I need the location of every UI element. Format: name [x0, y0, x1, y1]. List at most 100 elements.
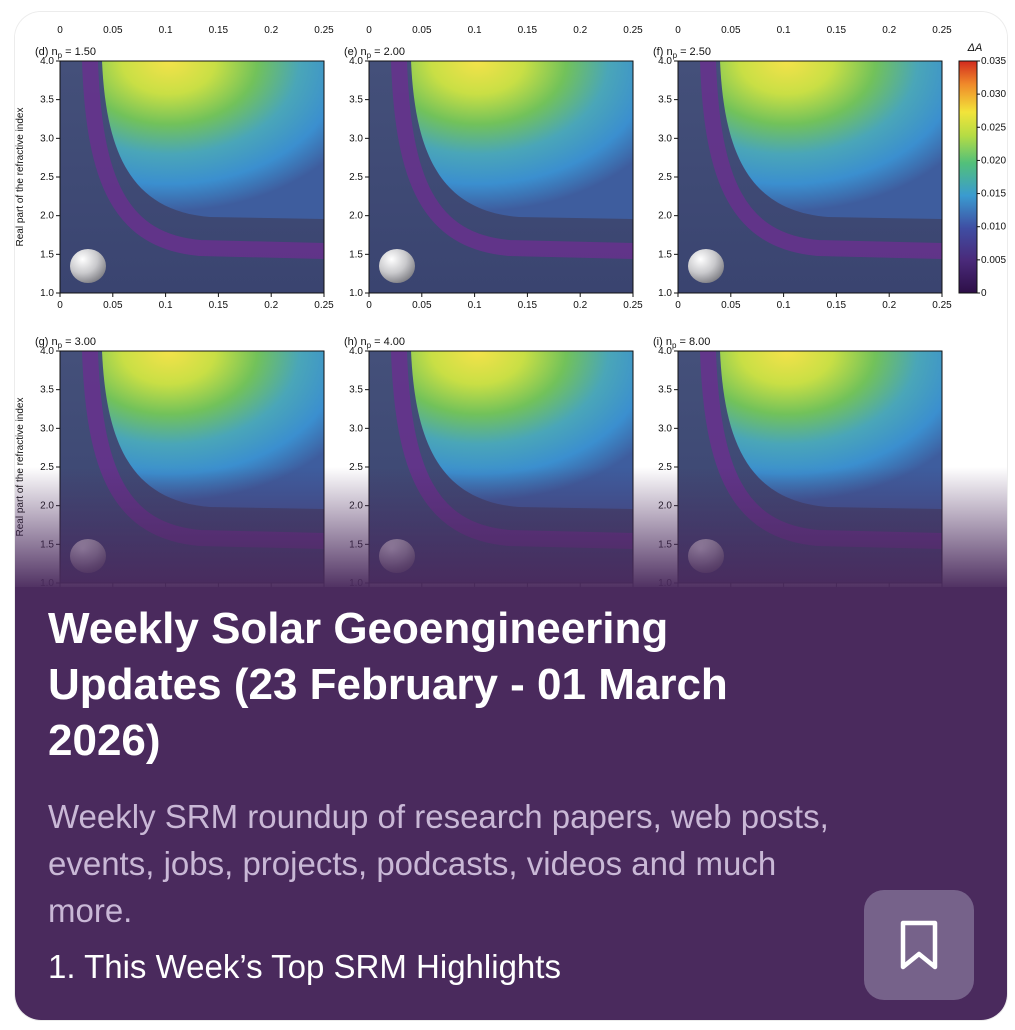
article-info-panel: Weekly Solar Geoengineering Updates (23 …: [15, 587, 1007, 1020]
particle-shape-icon: [70, 249, 106, 283]
x-tick-label-top: 0: [366, 25, 372, 36]
y-tick-label: 3.5: [40, 95, 54, 106]
y-tick-label: 3.5: [658, 95, 672, 106]
y-tick-label: 2.5: [40, 172, 54, 183]
y-axis-label: Real part of the refractive index: [15, 108, 26, 247]
x-tick-label-top: 0.25: [314, 25, 334, 36]
x-tick-label-top: 0.2: [882, 25, 896, 36]
colorbar: ΔA 0.035 0.030 0.025 0.020 0.015 0.010 0.005 0: [958, 42, 1006, 299]
panel-label: (e) np = 2.00: [344, 46, 405, 60]
x-tick-label-top: 0.1: [468, 25, 482, 36]
low-absorption-band: [82, 60, 325, 259]
y-tick-label: 3.5: [40, 385, 54, 396]
y-tick-label: 1.0: [349, 288, 363, 299]
x-tick-label: 0.15: [209, 300, 229, 311]
x-tick-label: 0.05: [103, 300, 123, 311]
low-absorption-band: [700, 60, 943, 259]
x-tick-label-top: 0.25: [623, 25, 643, 36]
colorbar-tick-label: 0.005: [981, 255, 1006, 266]
x-tick-label: 0.2: [882, 300, 896, 311]
y-tick-label: 3.0: [658, 423, 672, 434]
x-tick-label-top: 0.15: [518, 25, 538, 36]
y-tick-label: 2.0: [658, 211, 672, 222]
bookmark-icon: [900, 920, 938, 970]
image-fade-overlay: [15, 467, 1007, 592]
y-tick-label: 1.5: [658, 249, 672, 260]
panel-label: (g) np = 3.00: [35, 336, 96, 350]
colorbar-tick-label: 0.020: [981, 155, 1006, 166]
low-absorption-band: [391, 60, 634, 259]
article-card[interactable]: (d) np = 1.50 0 0 0.05 0.05 0.1 0.1 0.15 0.15 0.2…: [15, 12, 1007, 1020]
x-tick-label: 0.05: [721, 300, 741, 311]
x-tick-label: 0.05: [412, 300, 432, 311]
x-tick-label-top: 0.25: [932, 25, 952, 36]
x-tick-label: 0.2: [573, 300, 587, 311]
y-tick-label: 3.0: [40, 423, 54, 434]
y-tick-label: 3.0: [349, 423, 363, 434]
colorbar-scale: [958, 60, 978, 294]
heatmap-panel: (d) np = 1.50 0 0 0.05 0.05 0.1 0.1 0.15 0.15 0.2…: [15, 25, 334, 311]
panel-label: (h) np = 4.00: [344, 336, 405, 350]
x-tick-label: 0.1: [468, 300, 482, 311]
x-tick-label-top: 0.2: [264, 25, 278, 36]
panel-label: (d) np = 1.50: [35, 46, 96, 60]
x-tick-label: 0: [57, 300, 63, 311]
x-tick-label-top: 0.05: [103, 25, 123, 36]
y-tick-label: 2.0: [40, 211, 54, 222]
colorbar-tick-label: 0: [981, 288, 987, 299]
y-tick-label: 3.5: [658, 385, 672, 396]
x-tick-label: 0: [366, 300, 372, 311]
y-tick-label: 2.5: [349, 172, 363, 183]
colorbar-label: ΔA: [967, 42, 983, 54]
y-tick-label: 3.0: [349, 133, 363, 144]
high-absorption-region: [720, 61, 942, 219]
x-tick-label-top: 0.15: [827, 25, 847, 36]
heatmap-panel: (f) np = 2.50 0 0 0.05 0.05 0.1 0.1 0.15 0.15 0.2…: [653, 25, 952, 311]
colorbar-tick-label: 0.035: [981, 56, 1006, 67]
colorbar-tick-label: 0.010: [981, 222, 1006, 233]
high-absorption-region: [102, 61, 324, 219]
colorbar-tick-label: 0.030: [981, 89, 1006, 100]
y-tick-label: 1.5: [40, 249, 54, 260]
first-section-heading: 1. This Week’s Top SRM Highlights: [48, 948, 561, 985]
x-tick-label: 0.25: [623, 300, 643, 311]
article-title[interactable]: Weekly Solar Geoengineering Updates (23 …: [48, 604, 728, 765]
y-tick-label: 4.0: [349, 346, 363, 357]
y-tick-label: 4.0: [40, 56, 54, 67]
colorbar-tick-label: 0.025: [981, 122, 1006, 133]
x-tick-label-top: 0.05: [721, 25, 741, 36]
high-absorption-region: [411, 61, 633, 219]
x-tick-label: 0.15: [518, 300, 538, 311]
x-tick-label-top: 0.1: [159, 25, 173, 36]
y-tick-label: 3.0: [40, 133, 54, 144]
y-tick-label: 4.0: [349, 56, 363, 67]
x-tick-label: 0.15: [827, 300, 847, 311]
y-tick-label: 3.5: [349, 95, 363, 106]
y-tick-label: 3.0: [658, 133, 672, 144]
article-figure: (d) np = 1.50 0 0 0.05 0.05 0.1 0.1 0.15 0.15 0.2…: [15, 12, 1007, 587]
x-tick-label: 0: [675, 300, 681, 311]
colorbar-tick-label: 0.015: [981, 189, 1006, 200]
x-tick-label-top: 0.05: [412, 25, 432, 36]
x-tick-label-top: 0: [57, 25, 63, 36]
article-description: Weekly SRM roundup of research papers, w…: [48, 798, 829, 929]
y-tick-label: 1.0: [40, 288, 54, 299]
panel-label: (i) np = 8.00: [653, 336, 710, 350]
y-tick-label: 4.0: [40, 346, 54, 357]
x-tick-label: 0.25: [932, 300, 952, 311]
x-tick-label: 0.25: [314, 300, 334, 311]
x-tick-label-top: 0.2: [573, 25, 587, 36]
y-tick-label: 1.5: [349, 249, 363, 260]
y-tick-label: 3.5: [349, 385, 363, 396]
y-tick-label: 2.5: [658, 172, 672, 183]
y-tick-label: 2.0: [349, 211, 363, 222]
panel-label: (f) np = 2.50: [653, 46, 711, 60]
x-tick-label-top: 0: [675, 25, 681, 36]
y-tick-label: 4.0: [658, 346, 672, 357]
x-tick-label-top: 0.1: [777, 25, 791, 36]
x-tick-label: 0.1: [159, 300, 173, 311]
particle-shape-icon: [379, 249, 415, 283]
y-tick-label: 1.0: [658, 288, 672, 299]
y-tick-label: 4.0: [658, 56, 672, 67]
bookmark-button[interactable]: [864, 890, 974, 1000]
